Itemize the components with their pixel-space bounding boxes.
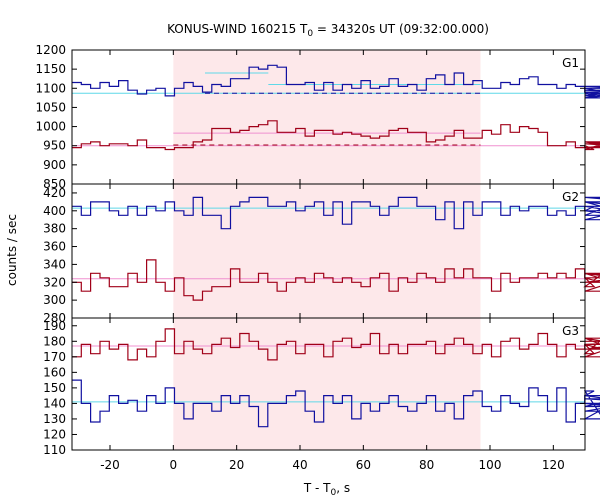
chart-title-sub: 0 xyxy=(307,29,313,39)
x-tick-label: 120 xyxy=(542,458,565,472)
y-tick-label-g3: 150 xyxy=(43,381,66,395)
y-tick-label-g2: 280 xyxy=(43,311,66,325)
y-tick-label-g3: 140 xyxy=(43,396,66,410)
series-g3-blue xyxy=(72,379,600,428)
y-tick-label-g3: 170 xyxy=(43,350,66,364)
panel-label-g1: G1 xyxy=(562,56,579,70)
panel-g1: 850 900 950 1000 1050 1100 1150 1200 G1 xyxy=(35,43,600,191)
y-tick-label-g3: 190 xyxy=(43,319,66,333)
y-tick-label-g1: 900 xyxy=(43,158,66,172)
plot-area: 85090095010001050110011501200G1280300320… xyxy=(35,43,600,472)
panel-label-g3: G3 xyxy=(562,324,579,338)
y-tick-label-g3: 120 xyxy=(43,427,66,441)
y-tick-label-g3: 110 xyxy=(43,443,66,457)
y-axis-label: counts / sec xyxy=(5,214,19,286)
x-axis-label-suffix: , s xyxy=(336,481,350,495)
y-tick-label-g2: 380 xyxy=(43,222,66,236)
y-tick-label-g3: 130 xyxy=(43,412,66,426)
x-tick-label: 40 xyxy=(292,458,307,472)
y-tick-label-g1: 850 xyxy=(43,177,66,191)
series-g3-red xyxy=(72,328,600,361)
highlight-interval xyxy=(173,50,481,450)
chart-title-prefix: KONUS-WIND 160215 T xyxy=(167,22,308,36)
chart-title: KONUS-WIND 160215 T0 = 34320s UT (09:32:… xyxy=(167,22,489,39)
x-tick-label: 60 xyxy=(356,458,371,472)
y-tick-label-g2: 340 xyxy=(43,257,66,271)
x-axis-label-main: T - T xyxy=(303,481,331,495)
x-tick-label: 100 xyxy=(479,458,502,472)
panel-label-g2: G2 xyxy=(562,190,579,204)
panel-g2: 280 300 320 340 360 380 400 420 G2 xyxy=(43,183,600,325)
y-tick-label-g1: 1200 xyxy=(35,43,66,57)
y-tick-label-g1: 950 xyxy=(43,139,66,153)
y-tick-label-g1: 1150 xyxy=(35,62,66,76)
x-tick-label: 20 xyxy=(229,458,244,472)
x-tick-label: 0 xyxy=(170,458,178,472)
chart-title-suffix: = 34320s UT (09:32:00.000) xyxy=(313,22,489,36)
y-tick-label-g2: 400 xyxy=(43,204,66,218)
y-tick-label-g1: 1050 xyxy=(35,100,66,114)
panel-frame-g3 xyxy=(71,317,586,451)
series-g2-red xyxy=(72,259,600,301)
y-tick-label-g2: 320 xyxy=(43,275,66,289)
x-axis-label-sub: 0 xyxy=(331,488,337,498)
x-tick-label: 80 xyxy=(419,458,434,472)
y-tick-label-g3: 180 xyxy=(43,334,66,348)
y-tick-label-g1: 1100 xyxy=(35,81,66,95)
y-tick-label-g2: 420 xyxy=(43,186,66,200)
y-tick-label-g3: 160 xyxy=(43,365,66,379)
series-g1-blue xyxy=(72,64,600,99)
x-tick-label: -20 xyxy=(100,458,120,472)
y-tick-label-g2: 360 xyxy=(43,240,66,254)
x-axis-label: T - T0, s xyxy=(303,481,350,498)
y-tick-label-g2: 300 xyxy=(43,293,66,307)
y-tick-label-g1: 1000 xyxy=(35,120,66,134)
